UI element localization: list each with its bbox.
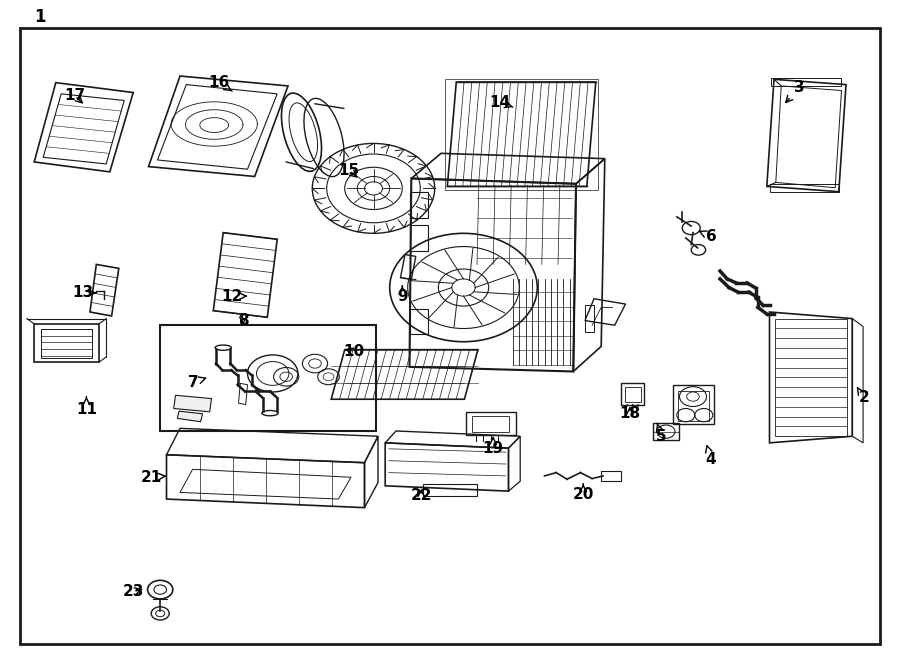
Text: 20: 20: [572, 484, 594, 502]
Text: 7: 7: [188, 375, 205, 389]
Bar: [770, 184, 839, 192]
Bar: [472, 416, 509, 432]
Text: 9: 9: [397, 286, 408, 303]
Bar: [410, 309, 427, 334]
Polygon shape: [174, 395, 212, 412]
Text: 11: 11: [76, 397, 97, 417]
Bar: [445, 79, 598, 190]
Bar: [585, 305, 594, 332]
Bar: [423, 484, 477, 496]
Bar: [410, 225, 427, 251]
Text: 1: 1: [34, 7, 46, 26]
Text: 8: 8: [238, 313, 248, 328]
Text: 17: 17: [64, 89, 86, 103]
Text: 18: 18: [619, 406, 641, 420]
Bar: [160, 325, 376, 431]
Bar: [601, 471, 621, 481]
Polygon shape: [177, 411, 202, 422]
Bar: [673, 385, 714, 424]
Bar: [466, 412, 516, 435]
Bar: [771, 78, 842, 86]
Bar: [410, 192, 427, 218]
Text: 4: 4: [706, 446, 716, 467]
Bar: [34, 324, 99, 362]
Bar: [41, 329, 92, 358]
Text: 21: 21: [140, 470, 166, 485]
Text: 23: 23: [122, 584, 144, 599]
Text: 10: 10: [343, 344, 364, 359]
Bar: [621, 383, 644, 405]
Bar: [775, 319, 847, 436]
Text: 14: 14: [489, 95, 513, 110]
Text: 19: 19: [482, 438, 504, 455]
Bar: [653, 423, 679, 440]
Text: 15: 15: [338, 163, 360, 178]
Text: 5: 5: [656, 423, 667, 444]
Bar: [625, 387, 641, 402]
Text: 16: 16: [208, 75, 232, 91]
Text: 3: 3: [786, 80, 805, 102]
Text: 2: 2: [858, 387, 869, 405]
Text: 6: 6: [699, 229, 716, 244]
Text: 12: 12: [221, 289, 247, 303]
Bar: [678, 391, 709, 421]
Text: 13: 13: [72, 286, 96, 300]
Text: 22: 22: [410, 488, 432, 503]
